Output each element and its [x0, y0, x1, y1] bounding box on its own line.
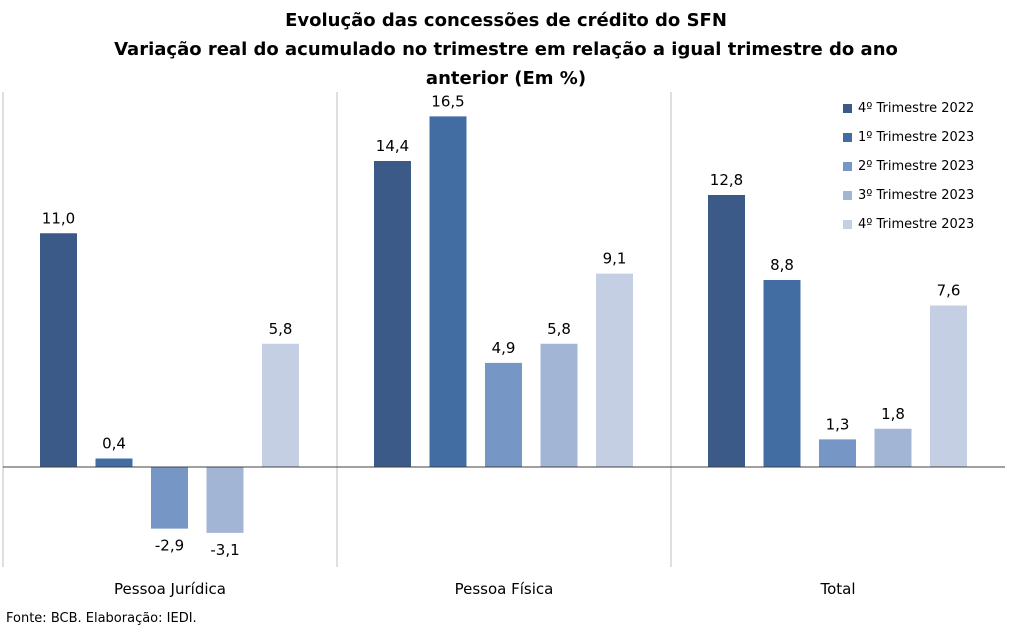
category-label: Pessoa Física	[455, 580, 554, 598]
legend-swatch	[843, 104, 852, 113]
bar	[206, 467, 244, 533]
legend-item: 4º Trimestre 2022	[843, 94, 974, 123]
legend-label: 3º Trimestre 2023	[858, 188, 975, 203]
data-label: -2,9	[155, 537, 184, 555]
legend-item: 1º Trimestre 2023	[843, 123, 974, 152]
source-note: Fonte: BCB. Elaboração: IEDI.	[6, 611, 197, 626]
chart-legend: 4º Trimestre 2022 1º Trimestre 2023 2º Tri…	[843, 94, 974, 239]
legend-swatch	[843, 191, 852, 200]
bar	[262, 343, 299, 467]
bar	[930, 305, 967, 467]
chart-title: Evolução das concessões de crédito do SF…	[285, 10, 727, 31]
data-label: 1,8	[881, 405, 905, 423]
chart-title-block: Evolução das concessões de crédito do SF…	[0, 6, 1012, 93]
bar	[819, 439, 856, 467]
bar	[763, 280, 801, 467]
legend-swatch	[843, 220, 852, 229]
bar	[95, 458, 133, 467]
data-label: 16,5	[431, 92, 464, 110]
data-label: 14,4	[376, 137, 409, 155]
data-label: 5,8	[547, 320, 571, 338]
data-label: 1,3	[826, 415, 850, 433]
legend-item: 3º Trimestre 2023	[843, 181, 974, 210]
legend-label: 4º Trimestre 2022	[858, 101, 975, 116]
bar	[708, 195, 745, 467]
data-label: 12,8	[710, 171, 743, 189]
data-label: 7,6	[937, 282, 961, 300]
bar	[596, 273, 633, 467]
legend-label: 1º Trimestre 2023	[858, 130, 975, 145]
legend-swatch	[843, 133, 852, 142]
legend-item: 4º Trimestre 2023	[843, 210, 974, 239]
category-label: Pessoa Jurídica	[114, 580, 226, 598]
chart-subtitle: Variação real do acumulado no trimestre …	[114, 39, 898, 89]
bar	[540, 343, 578, 467]
bar	[874, 428, 912, 467]
bar	[40, 233, 77, 467]
bar	[374, 161, 411, 467]
data-label: 11,0	[42, 209, 75, 227]
legend-label: 4º Trimestre 2023	[858, 217, 975, 232]
legend-item: 2º Trimestre 2023	[843, 152, 974, 181]
data-label: 8,8	[770, 256, 794, 274]
data-label: 9,1	[603, 250, 627, 268]
category-label: Total	[819, 580, 855, 598]
data-label: -3,1	[210, 541, 239, 559]
bar	[151, 467, 188, 529]
legend-swatch	[843, 162, 852, 171]
data-label: 5,8	[269, 320, 293, 338]
data-label: 4,9	[492, 339, 516, 357]
legend-label: 2º Trimestre 2023	[858, 159, 975, 174]
bar	[485, 362, 522, 467]
data-label: 0,4	[102, 435, 126, 453]
bar	[429, 116, 467, 467]
